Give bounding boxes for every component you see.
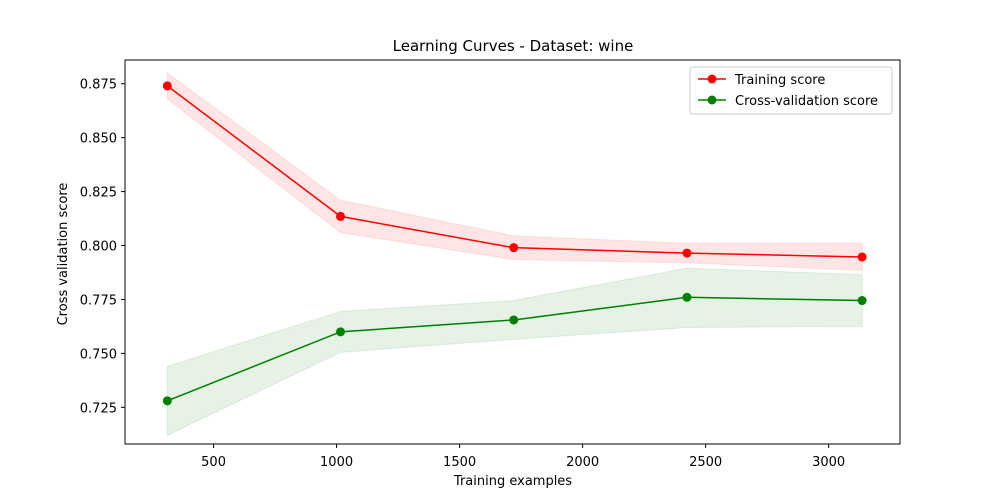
- band-series-1: [166, 267, 863, 437]
- band-series-0: [166, 71, 863, 271]
- plot-frame: [124, 59, 901, 445]
- point-series-0-0: [162, 81, 172, 91]
- y-tick-label-0: 0.725: [80, 401, 117, 416]
- x-tick-label-3: 2000: [566, 455, 599, 470]
- series-points: [162, 81, 867, 406]
- confidence-bands: [166, 71, 863, 437]
- legend-label-0: Training score: [734, 73, 825, 88]
- x-tick-label-5: 3000: [812, 455, 845, 470]
- point-series-1-3: [682, 292, 692, 302]
- point-series-0-3: [682, 248, 692, 258]
- point-series-0-1: [336, 211, 346, 221]
- chart-title: Learning Curves - Dataset: wine: [393, 37, 634, 55]
- point-series-1-0: [162, 396, 172, 406]
- legend-marker-1: [707, 95, 717, 105]
- legend-box: [689, 66, 893, 115]
- point-series-1-2: [509, 315, 519, 325]
- y-axis-ticks: 0.725 0.750 0.775 0.800 0.825 0.850 0.875: [80, 78, 125, 416]
- y-tick-label-2: 0.775: [80, 293, 117, 308]
- legend-marker-0: [707, 74, 717, 84]
- point-series-0-4: [857, 252, 867, 262]
- point-series-1-4: [857, 296, 867, 306]
- y-tick-label-5: 0.850: [80, 132, 117, 147]
- point-series-0-2: [509, 243, 519, 253]
- y-tick-label-4: 0.825: [80, 186, 117, 201]
- x-tick-label-1: 1000: [320, 455, 353, 470]
- y-tick-label-6: 0.875: [80, 78, 117, 93]
- x-tick-label-4: 2500: [689, 455, 722, 470]
- y-tick-label-3: 0.800: [80, 240, 117, 255]
- legend-label-1: Cross-validation score: [735, 94, 878, 109]
- x-tick-label-2: 1500: [443, 455, 476, 470]
- x-axis-label: Training examples: [453, 474, 572, 489]
- point-series-1-1: [336, 327, 346, 337]
- y-tick-label-1: 0.750: [80, 347, 117, 362]
- x-axis-ticks: 500 1000 1500 2000 2500 3000: [201, 444, 845, 470]
- y-axis-label: Cross validation score: [56, 183, 71, 326]
- legend: Training score Cross-validation score: [689, 66, 893, 115]
- x-tick-label-0: 500: [201, 455, 226, 470]
